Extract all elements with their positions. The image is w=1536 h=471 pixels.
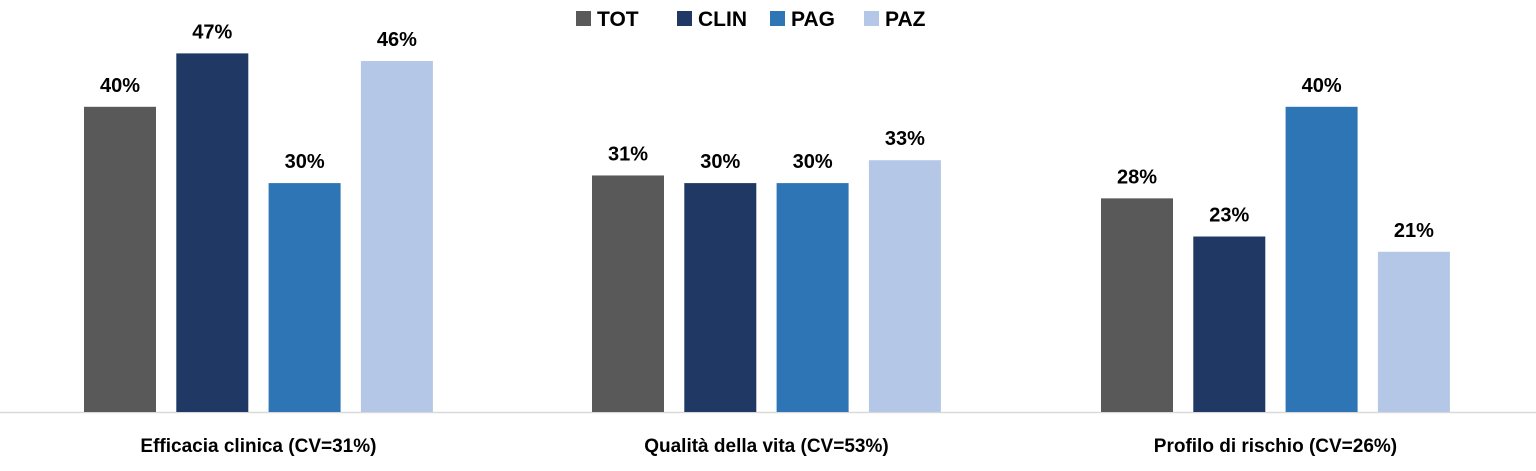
- data-label: 23%: [1209, 205, 1249, 227]
- bar-paz-1: [360, 61, 433, 413]
- data-label: 30%: [793, 151, 833, 173]
- data-label: 33%: [885, 128, 925, 150]
- bar-paz-3: [1377, 251, 1450, 412]
- bar-tot-3: [1101, 198, 1173, 412]
- bar-clin-2: [684, 183, 757, 412]
- data-label: 21%: [1394, 220, 1434, 242]
- legend-swatch-paz: [864, 11, 879, 26]
- bar-clin-1: [176, 53, 249, 412]
- data-label: 46%: [377, 29, 417, 51]
- legend-label-clin: CLIN: [698, 8, 747, 31]
- category-label: Efficacia clinica (CV=31%): [140, 436, 376, 457]
- legend-label-paz: PAZ: [885, 8, 926, 31]
- category-label: Profilo di rischio (CV=26%): [1154, 436, 1397, 457]
- bar-pag-1: [268, 183, 341, 412]
- data-label: 40%: [100, 75, 140, 97]
- bar-pag-2: [776, 183, 849, 412]
- legend-label-tot: TOT: [597, 8, 639, 31]
- legend-swatch-clin: [677, 11, 692, 26]
- data-label: 31%: [608, 143, 648, 165]
- data-label: 30%: [285, 151, 325, 173]
- data-label: 28%: [1117, 166, 1157, 188]
- category-label: Qualità della vita (CV=53%): [644, 436, 888, 457]
- legend-label-pag: PAG: [791, 8, 835, 31]
- bar-tot-1: [84, 106, 156, 413]
- data-label: 47%: [192, 21, 232, 43]
- bar-clin-3: [1193, 236, 1266, 412]
- legend-swatch-tot: [576, 11, 591, 26]
- bar-tot-2: [592, 175, 664, 412]
- legend-swatch-pag: [770, 11, 785, 26]
- bar-pag-3: [1285, 106, 1358, 413]
- bar-paz-2: [868, 160, 941, 412]
- data-label: 30%: [700, 151, 740, 173]
- data-label: 40%: [1302, 75, 1342, 97]
